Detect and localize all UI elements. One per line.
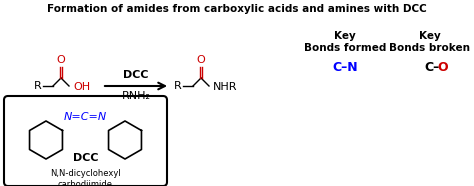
Text: N,N-dicyclohexyl
carbodiimide: N,N-dicyclohexyl carbodiimide <box>50 169 121 186</box>
Text: C–N: C–N <box>332 61 358 74</box>
Text: DCC: DCC <box>73 153 98 163</box>
Text: RNH₂: RNH₂ <box>121 91 151 101</box>
Text: Bonds formed: Bonds formed <box>304 43 386 53</box>
Text: N=C=N: N=C=N <box>64 112 107 122</box>
Text: Key: Key <box>419 31 441 41</box>
Text: R: R <box>34 81 42 91</box>
Text: O: O <box>56 55 65 65</box>
Text: R: R <box>174 81 182 91</box>
FancyBboxPatch shape <box>4 96 167 186</box>
Text: C–: C– <box>424 61 439 74</box>
Text: Bonds broken: Bonds broken <box>390 43 471 53</box>
Text: DCC: DCC <box>123 70 149 80</box>
Text: OH: OH <box>73 82 90 92</box>
Text: Key: Key <box>334 31 356 41</box>
Text: NHR: NHR <box>213 82 237 92</box>
Text: Formation of amides from carboxylic acids and amines with DCC: Formation of amides from carboxylic acid… <box>47 4 427 14</box>
Text: O: O <box>437 61 447 74</box>
Text: O: O <box>197 55 205 65</box>
